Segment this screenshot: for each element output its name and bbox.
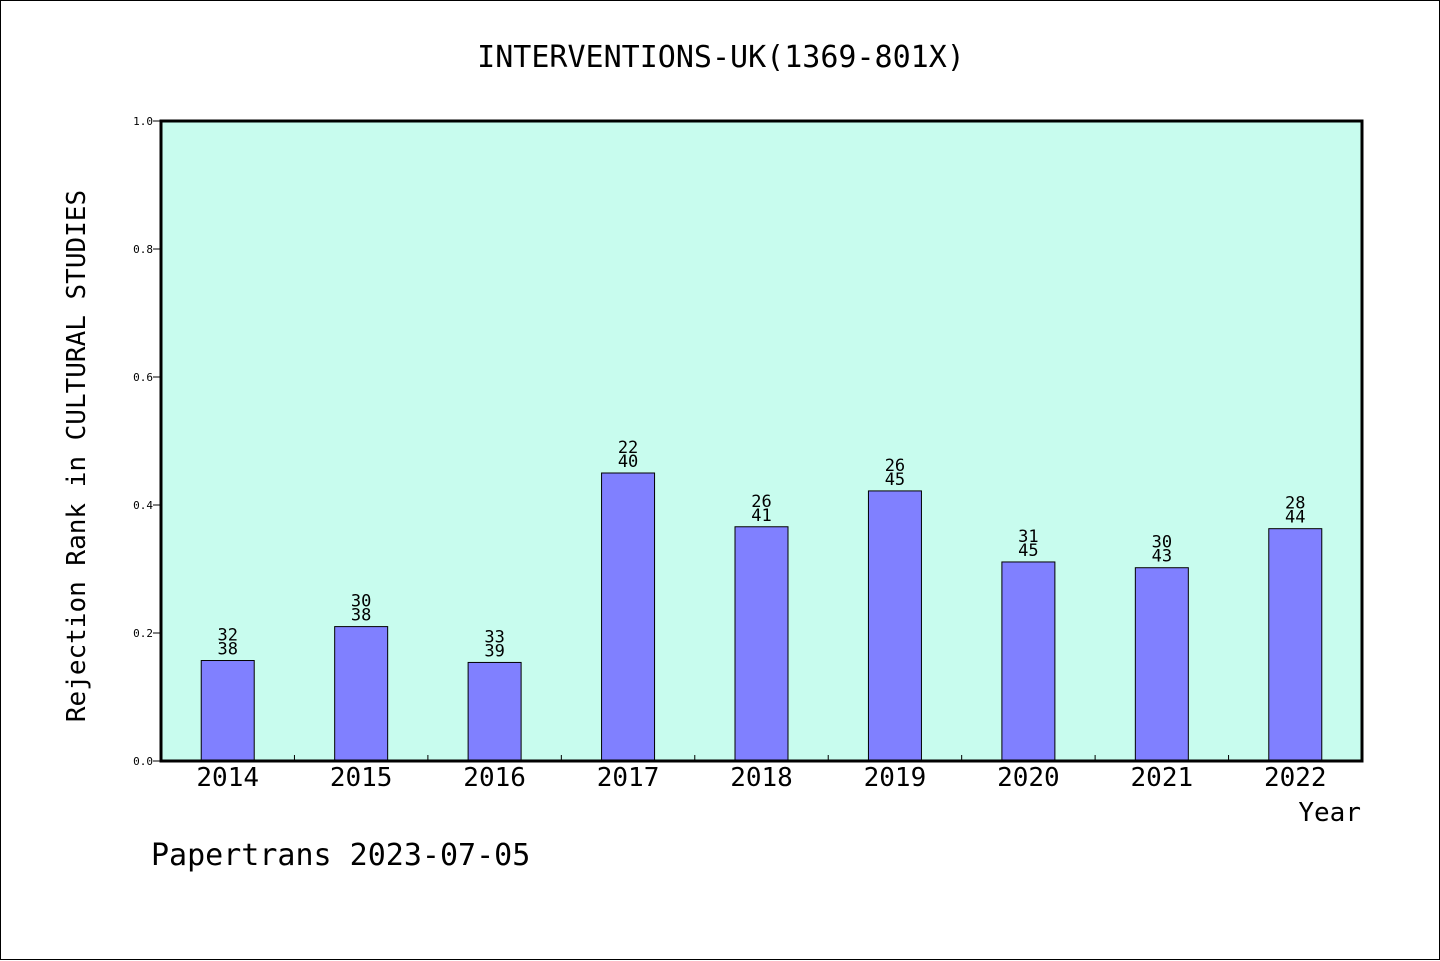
bar-label-bottom: 39 bbox=[484, 641, 504, 661]
bar-2019 bbox=[867, 490, 922, 762]
bar-label-top: 33 bbox=[484, 627, 504, 647]
x-tick-label: 2016 bbox=[463, 763, 526, 793]
bar-2015 bbox=[334, 626, 389, 762]
bar-2016 bbox=[467, 661, 522, 762]
bar-label-top: 30 bbox=[351, 592, 371, 612]
y-tick-label: 0.4 bbox=[133, 499, 153, 512]
y-tick-label: 0.8 bbox=[133, 243, 153, 256]
y-axis: 0.0 0.2 0.4 0.6 0.8 1.0 bbox=[133, 115, 161, 768]
bar-label-top: 31 bbox=[1018, 527, 1038, 547]
x-axis: 2014 2015 2016 2017 2018 2019 2020 2021 2022 bbox=[196, 755, 1327, 793]
y-tick-label: 1.0 bbox=[133, 115, 153, 128]
bar-label-bottom: 43 bbox=[1152, 547, 1172, 567]
footer-credit: Papertrans 2023-07-05 bbox=[151, 838, 530, 873]
x-tick-label: 2021 bbox=[1131, 763, 1194, 793]
bar-2022 bbox=[1268, 528, 1323, 762]
bar-label-bottom: 45 bbox=[885, 470, 905, 490]
bar-label-top: 26 bbox=[751, 492, 771, 512]
bar-label-bottom: 40 bbox=[618, 452, 638, 472]
x-tick-label: 2017 bbox=[597, 763, 660, 793]
bar-label-bottom: 38 bbox=[351, 606, 371, 626]
bar-2018 bbox=[734, 526, 789, 762]
bar-2017 bbox=[601, 472, 656, 762]
bar-label-top: 30 bbox=[1152, 533, 1172, 553]
plot-border bbox=[159, 119, 1364, 763]
bar-label-top: 32 bbox=[217, 626, 237, 646]
bar-2021 bbox=[1134, 567, 1189, 762]
chart-title: INTERVENTIONS-UK(1369-801X) bbox=[477, 40, 965, 75]
y-tick-label: 0.2 bbox=[133, 627, 153, 640]
y-tick-label: 0.6 bbox=[133, 371, 153, 384]
bar-2014 bbox=[200, 660, 255, 762]
x-tick-label: 2019 bbox=[864, 763, 927, 793]
bar-label-bottom: 38 bbox=[217, 640, 237, 660]
x-tick-label: 2014 bbox=[196, 763, 259, 793]
bar-label-top: 28 bbox=[1285, 494, 1305, 514]
x-tick-label: 2018 bbox=[730, 763, 793, 793]
bar-label-bottom: 44 bbox=[1285, 508, 1305, 528]
bar-2020 bbox=[1001, 561, 1056, 762]
bar-label-bottom: 41 bbox=[751, 506, 771, 526]
x-tick-label: 2020 bbox=[997, 763, 1060, 793]
y-tick-label: 0.0 bbox=[133, 755, 153, 768]
x-tick-label: 2022 bbox=[1264, 763, 1327, 793]
x-axis-label: Year bbox=[1298, 798, 1361, 828]
bar-label-bottom: 45 bbox=[1018, 541, 1038, 561]
x-tick-label: 2015 bbox=[330, 763, 393, 793]
y-axis-label: Rejection Rank in CULTURAL STUDIES bbox=[62, 190, 92, 722]
bar-label-top: 26 bbox=[885, 456, 905, 476]
bar-label-top: 22 bbox=[618, 438, 638, 458]
